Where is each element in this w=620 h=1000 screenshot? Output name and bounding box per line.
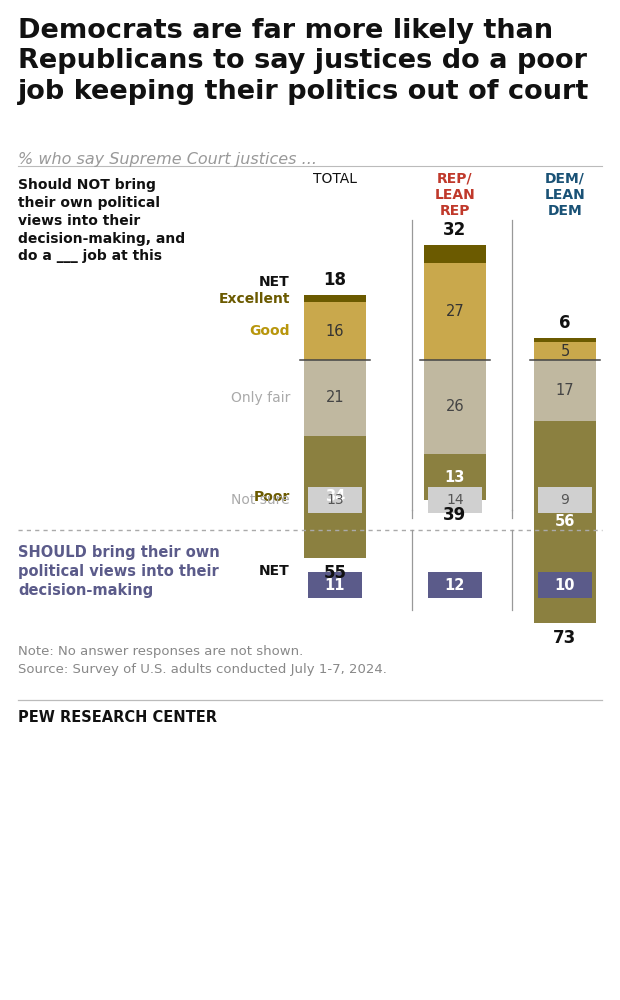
- Text: DEM/
LEAN
DEM: DEM/ LEAN DEM: [544, 172, 585, 218]
- Bar: [534, 360, 596, 421]
- Bar: [534, 421, 596, 623]
- Text: Not sure: Not sure: [231, 493, 290, 507]
- Text: 73: 73: [554, 629, 577, 647]
- Bar: [308, 487, 362, 513]
- Bar: [428, 572, 482, 598]
- Text: Poor: Poor: [254, 490, 290, 504]
- Bar: [304, 295, 366, 302]
- Bar: [534, 338, 596, 342]
- Text: 32: 32: [443, 221, 467, 239]
- Text: TOTAL: TOTAL: [313, 172, 357, 186]
- Text: 10: 10: [555, 578, 575, 592]
- Text: 17: 17: [556, 383, 574, 398]
- Text: NET: NET: [259, 275, 290, 289]
- Text: 55: 55: [324, 564, 347, 582]
- Text: 39: 39: [443, 506, 467, 524]
- Text: NET: NET: [259, 564, 290, 578]
- Bar: [308, 572, 362, 598]
- Bar: [304, 360, 366, 436]
- Text: % who say Supreme Court justices ...: % who say Supreme Court justices ...: [18, 152, 317, 167]
- Text: 11: 11: [325, 578, 345, 592]
- Text: 56: 56: [555, 515, 575, 530]
- Text: 18: 18: [324, 271, 347, 289]
- Text: 5: 5: [560, 344, 570, 359]
- Text: Note: No answer responses are not shown.: Note: No answer responses are not shown.: [18, 645, 303, 658]
- Text: Source: Survey of U.S. adults conducted July 1-7, 2024.: Source: Survey of U.S. adults conducted …: [18, 663, 387, 676]
- Bar: [538, 572, 592, 598]
- Text: 21: 21: [326, 390, 344, 405]
- Text: Democrats are far more likely than
Republicans to say justices do a poor
job kee: Democrats are far more likely than Repub…: [18, 18, 590, 105]
- Text: 14: 14: [446, 493, 464, 507]
- Text: 6: 6: [559, 314, 571, 332]
- Text: 27: 27: [446, 304, 464, 319]
- Bar: [304, 302, 366, 360]
- Text: 9: 9: [560, 493, 569, 507]
- Text: SHOULD bring their own
political views into their
decision-making: SHOULD bring their own political views i…: [18, 545, 219, 598]
- Bar: [424, 454, 486, 500]
- Text: 13: 13: [326, 493, 344, 507]
- Text: Excellent: Excellent: [218, 292, 290, 306]
- Text: PEW RESEARCH CENTER: PEW RESEARCH CENTER: [18, 710, 217, 725]
- Bar: [428, 487, 482, 513]
- Text: REP/
LEAN
REP: REP/ LEAN REP: [435, 172, 476, 218]
- Text: Should NOT bring
their own political
views into their
decision-making, and
do a : Should NOT bring their own political vie…: [18, 178, 185, 263]
- Text: 12: 12: [445, 578, 465, 592]
- Text: 26: 26: [446, 399, 464, 414]
- Text: 34: 34: [325, 489, 345, 504]
- Bar: [538, 487, 592, 513]
- Bar: [304, 436, 366, 558]
- Bar: [424, 263, 486, 360]
- Text: Only fair: Only fair: [231, 391, 290, 405]
- Bar: [534, 342, 596, 360]
- Bar: [424, 360, 486, 454]
- Bar: [424, 245, 486, 263]
- Text: 13: 13: [445, 470, 465, 485]
- Text: 16: 16: [326, 324, 344, 339]
- Text: Good: Good: [249, 324, 290, 338]
